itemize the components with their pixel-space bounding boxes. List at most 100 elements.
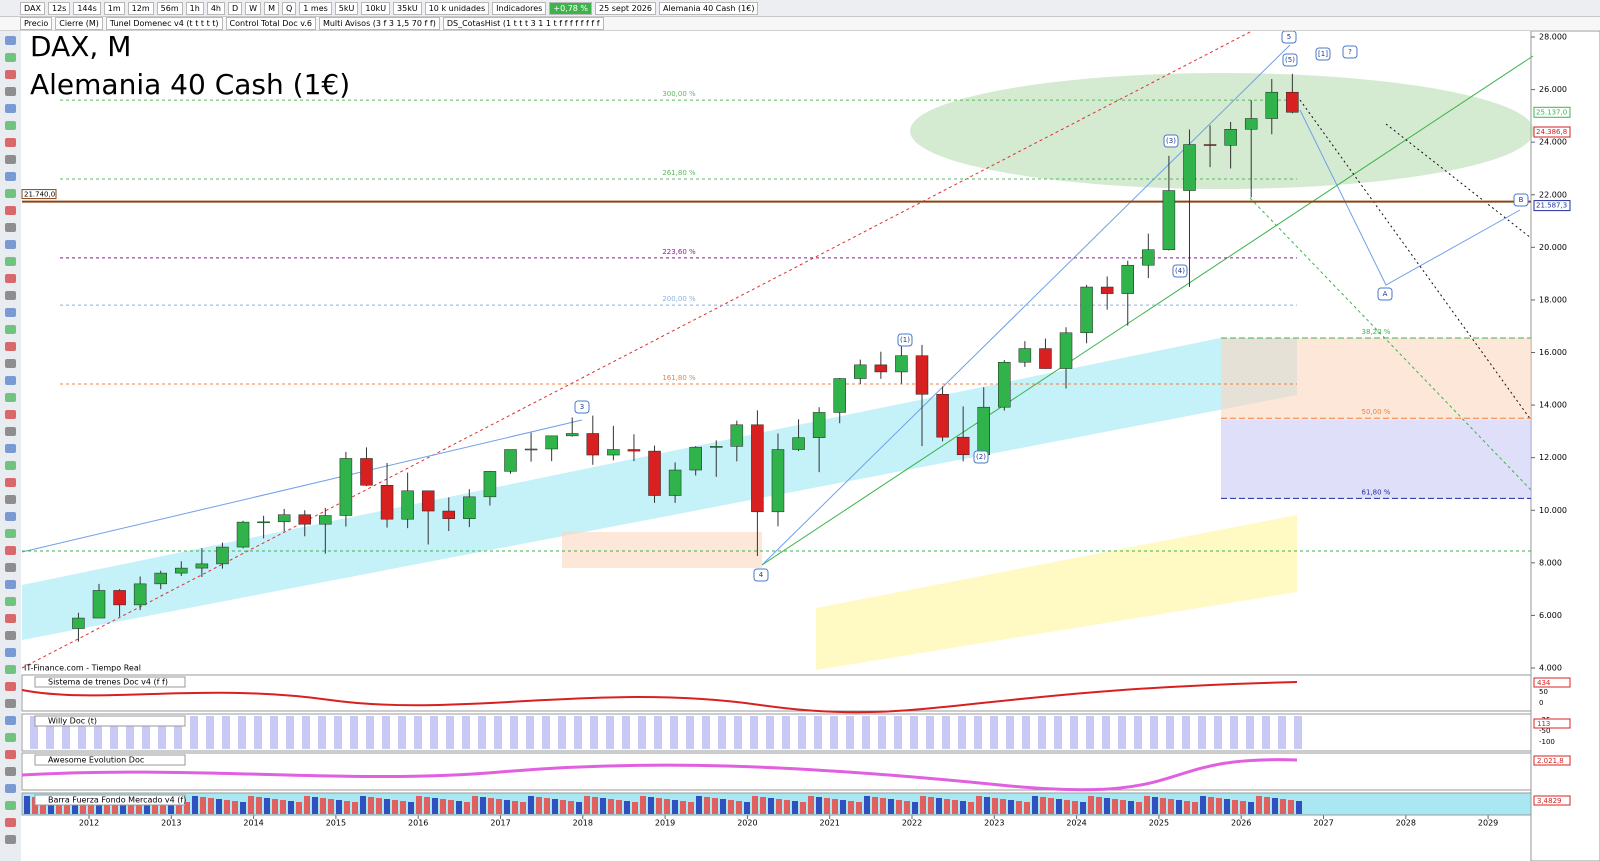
candle-body bbox=[1183, 144, 1196, 191]
x-tick-label: 2024 bbox=[1066, 819, 1086, 828]
panel-bar bbox=[638, 716, 646, 749]
toolbar-item[interactable]: 12m bbox=[127, 1, 154, 15]
tool-icon bbox=[5, 427, 16, 436]
panel-tag: 113 bbox=[1537, 720, 1550, 728]
toolbar-item[interactable]: M bbox=[264, 1, 279, 15]
panel-bar bbox=[576, 802, 582, 814]
candle-body bbox=[730, 424, 744, 447]
toolbar-item[interactable]: 12s bbox=[47, 1, 71, 15]
x-tick-label: 2014 bbox=[243, 819, 263, 828]
panel-bar bbox=[216, 799, 222, 814]
toolbar-item[interactable]: 4h bbox=[206, 1, 225, 15]
toolbar-item[interactable]: Tunel Domenec v4 (t t t t t) bbox=[105, 17, 223, 30]
projection-line bbox=[1385, 123, 1532, 239]
tool-icon bbox=[5, 410, 16, 419]
panel-axis-label: -100 bbox=[1539, 738, 1555, 746]
tool-icon bbox=[5, 750, 16, 759]
panel-bar bbox=[894, 716, 902, 749]
panel-bar bbox=[462, 716, 470, 749]
toolbar-item[interactable]: DAX bbox=[20, 1, 45, 15]
toolbar-item[interactable]: DS_CotasHist (1 t t t 3 1 1 t f f f f f … bbox=[442, 17, 604, 30]
y-tick-label: 10.000 bbox=[1539, 506, 1567, 515]
tool-icon bbox=[5, 818, 16, 827]
toolbar-item[interactable]: Control Total Doc v.6 bbox=[225, 17, 316, 30]
panel-bar bbox=[160, 799, 166, 814]
wave-label: A bbox=[1383, 290, 1388, 298]
panel-bar bbox=[360, 796, 366, 814]
toolbar-item[interactable]: Precio bbox=[20, 17, 53, 30]
panel-bar bbox=[1136, 802, 1142, 814]
tool-icon bbox=[5, 444, 16, 453]
panel-bar bbox=[808, 796, 814, 814]
toolbar-item[interactable]: 10kU bbox=[361, 1, 391, 15]
panel-bar bbox=[672, 800, 678, 814]
panel-bar bbox=[382, 716, 390, 749]
panel-bar bbox=[952, 800, 958, 814]
wave-box bbox=[574, 400, 590, 414]
toolbar-item[interactable]: 5kU bbox=[334, 1, 359, 15]
projection-line bbox=[1299, 99, 1532, 421]
panel-title-box bbox=[34, 676, 186, 688]
panel-bar bbox=[920, 796, 926, 814]
panel-bar bbox=[734, 716, 742, 749]
panel-bar bbox=[656, 798, 662, 814]
candle-body bbox=[771, 449, 785, 513]
panel-bar bbox=[1032, 796, 1038, 814]
toolbar-item[interactable]: Cierre (M) bbox=[55, 17, 103, 30]
tool-icon bbox=[5, 767, 16, 776]
price-tag-box bbox=[1533, 126, 1571, 138]
panel-bar bbox=[1216, 798, 1222, 814]
toolbar-item[interactable]: 144s bbox=[73, 1, 101, 15]
wave-box bbox=[1342, 45, 1358, 59]
candle-body bbox=[936, 394, 949, 438]
toolbar-item[interactable]: Alemania 40 Cash (1€) bbox=[658, 1, 759, 15]
toolbar-item[interactable]: Indicadores bbox=[492, 1, 547, 15]
x-tick-label: 2013 bbox=[161, 819, 181, 828]
toolbar-item[interactable]: 56m bbox=[156, 1, 183, 15]
toolbar-item[interactable]: Q bbox=[281, 1, 297, 15]
panel-tag-box bbox=[1533, 795, 1571, 806]
toolbar-item[interactable]: 1h bbox=[185, 1, 204, 15]
candle-body bbox=[607, 449, 620, 456]
panel-bar bbox=[190, 716, 198, 749]
price-axis bbox=[1530, 30, 1600, 861]
panel-bar bbox=[320, 798, 326, 814]
candle-body bbox=[339, 458, 353, 516]
tool-icon bbox=[5, 121, 16, 130]
panel-bar bbox=[622, 716, 630, 749]
panel-bar bbox=[158, 716, 166, 749]
panel-bar bbox=[984, 797, 990, 814]
panel-title-box bbox=[34, 715, 186, 727]
panel-bar bbox=[256, 797, 262, 814]
candle-body bbox=[915, 355, 929, 395]
panel-bar bbox=[1096, 797, 1102, 814]
tool-icon bbox=[5, 563, 16, 572]
support-tag-box bbox=[21, 189, 57, 200]
panel-bar bbox=[782, 716, 790, 749]
toolbar-item[interactable]: W bbox=[245, 1, 262, 15]
toolbar-item[interactable]: 1m bbox=[103, 1, 125, 15]
tool-icon bbox=[5, 206, 16, 215]
toolbar-item[interactable]: 10 k unidades bbox=[424, 1, 490, 15]
panel-bar bbox=[126, 716, 134, 749]
panel-title: Awesome Evolution Doc bbox=[48, 756, 144, 765]
panel-bar bbox=[296, 802, 302, 814]
panel-bar bbox=[896, 800, 902, 814]
panel-bar bbox=[830, 716, 838, 749]
panel-tag: 3,4829 bbox=[1537, 797, 1562, 805]
toolbar-item[interactable]: 1 mes bbox=[299, 1, 332, 15]
panel-bar bbox=[1288, 800, 1294, 814]
panel-bar bbox=[958, 716, 966, 749]
toolbar-item[interactable]: D bbox=[227, 1, 243, 15]
toolbar-item[interactable]: Multi Avisos (3 f 3 1,5 70 f f) bbox=[318, 17, 440, 30]
toolbar-item[interactable]: +0,78 % bbox=[549, 1, 593, 15]
toolbar-item[interactable]: 25 sept 2026 bbox=[595, 1, 656, 15]
candle-body bbox=[1244, 118, 1258, 130]
x-tick-label: 2027 bbox=[1313, 819, 1333, 828]
wave-label: 4 bbox=[759, 571, 764, 579]
panel-bar bbox=[270, 716, 278, 749]
tool-icon bbox=[5, 614, 16, 623]
toolbar-item[interactable]: 35kU bbox=[393, 1, 422, 15]
panel-bar bbox=[560, 800, 566, 814]
panel-bar bbox=[1272, 798, 1278, 814]
